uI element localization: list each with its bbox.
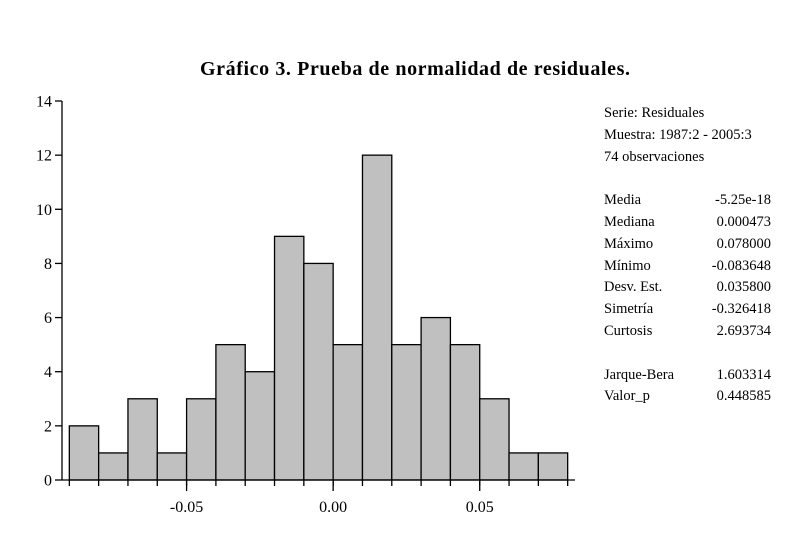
chart-axes [61, 101, 575, 481]
stat-value: -5.25e-18 [715, 192, 771, 209]
spacer [604, 343, 771, 365]
histogram-bar [361, 154, 393, 481]
stat-label: Máximo [604, 235, 654, 252]
chart-title: Gráfico 3. Prueba de normalidad de resid… [200, 58, 631, 80]
histogram-bar [185, 398, 217, 481]
stat-label: Curtosis [604, 322, 653, 339]
normality-test-stats: Jarque-Bera 1.603314 Valor_p 0.448585 [604, 365, 771, 409]
stat-value: 0.448585 [716, 388, 771, 405]
stat-label: Media [604, 192, 642, 209]
x-tick-label: 0.05 [466, 499, 494, 516]
stat-label: Desv. Est. [604, 279, 663, 296]
stat-row: Valor_p 0.448585 [604, 386, 771, 408]
stat-value: -0.326418 [711, 301, 771, 318]
histogram-bar [332, 343, 364, 481]
statistics-panel: Serie: Residuales Muestra: 1987:2 - 2005… [604, 103, 771, 408]
stat-row: Media -5.25e-18 [604, 190, 771, 212]
stat-row: Jarque-Bera 1.603314 [604, 365, 771, 387]
histogram-bar [420, 316, 452, 481]
stat-label: Valor_p [604, 388, 650, 405]
stat-value: -0.083648 [711, 257, 771, 274]
x-axis-ticks: -0.05 0.00 0.05 [68, 480, 569, 516]
series-name: Serie: Residuales [604, 105, 705, 121]
histogram-bar [273, 235, 305, 481]
histogram-bars [68, 154, 569, 481]
stat-value: 0.078000 [716, 235, 771, 252]
histogram-bar [508, 452, 540, 481]
stat-row: Simetría -0.326418 [604, 299, 771, 321]
stat-value: 2.693734 [716, 322, 771, 339]
y-axis-ticks: 0 2 4 6 8 10 12 14 [36, 94, 62, 490]
stat-row: Mínimo -0.083648 [604, 256, 771, 278]
histogram-bar [244, 371, 276, 481]
y-tick-label: 14 [36, 94, 52, 111]
histogram-bar [97, 452, 129, 481]
stat-row: Máximo 0.078000 [604, 234, 771, 256]
stat-label: Mediana [604, 213, 655, 230]
sample-range: Muestra: 1987:2 - 2005:3 [604, 126, 752, 143]
histogram-bar [215, 343, 246, 481]
histogram-bar [127, 398, 158, 481]
y-tick-label: 6 [44, 310, 52, 327]
stat-label: Jarque-Bera [604, 366, 675, 383]
observation-count: 74 observaciones [604, 148, 705, 165]
histogram-bar [537, 452, 569, 481]
x-tick-label: 0.00 [319, 499, 347, 516]
y-tick-label: 8 [44, 256, 52, 273]
stat-row: Curtosis 2.693734 [604, 321, 771, 343]
histogram-bar [479, 398, 510, 481]
y-tick-label: 12 [36, 148, 52, 165]
histogram-bar [391, 343, 422, 481]
descriptive-stats: Media -5.25e-18 Mediana 0.000473 Máximo 0.078… [604, 190, 771, 343]
spacer [604, 168, 771, 190]
histogram-bar [156, 452, 188, 481]
y-tick-label: 10 [36, 202, 52, 219]
histogram-bar [68, 425, 100, 481]
x-tick-label: -0.05 [170, 499, 203, 516]
stat-label: Simetría [604, 301, 654, 318]
y-tick-label: 2 [44, 418, 52, 435]
stat-value: 0.000473 [716, 213, 771, 230]
histogram-bar [449, 343, 481, 481]
stat-value: 0.035800 [716, 279, 771, 296]
y-tick-label: 0 [44, 473, 52, 490]
stat-row: Mediana 0.000473 [604, 212, 771, 234]
stat-label: Mínimo [604, 257, 651, 274]
stat-value: 1.603314 [716, 366, 771, 383]
stat-row: Desv. Est. 0.035800 [604, 277, 771, 299]
histogram-bar [303, 262, 334, 481]
y-tick-label: 4 [44, 364, 52, 381]
